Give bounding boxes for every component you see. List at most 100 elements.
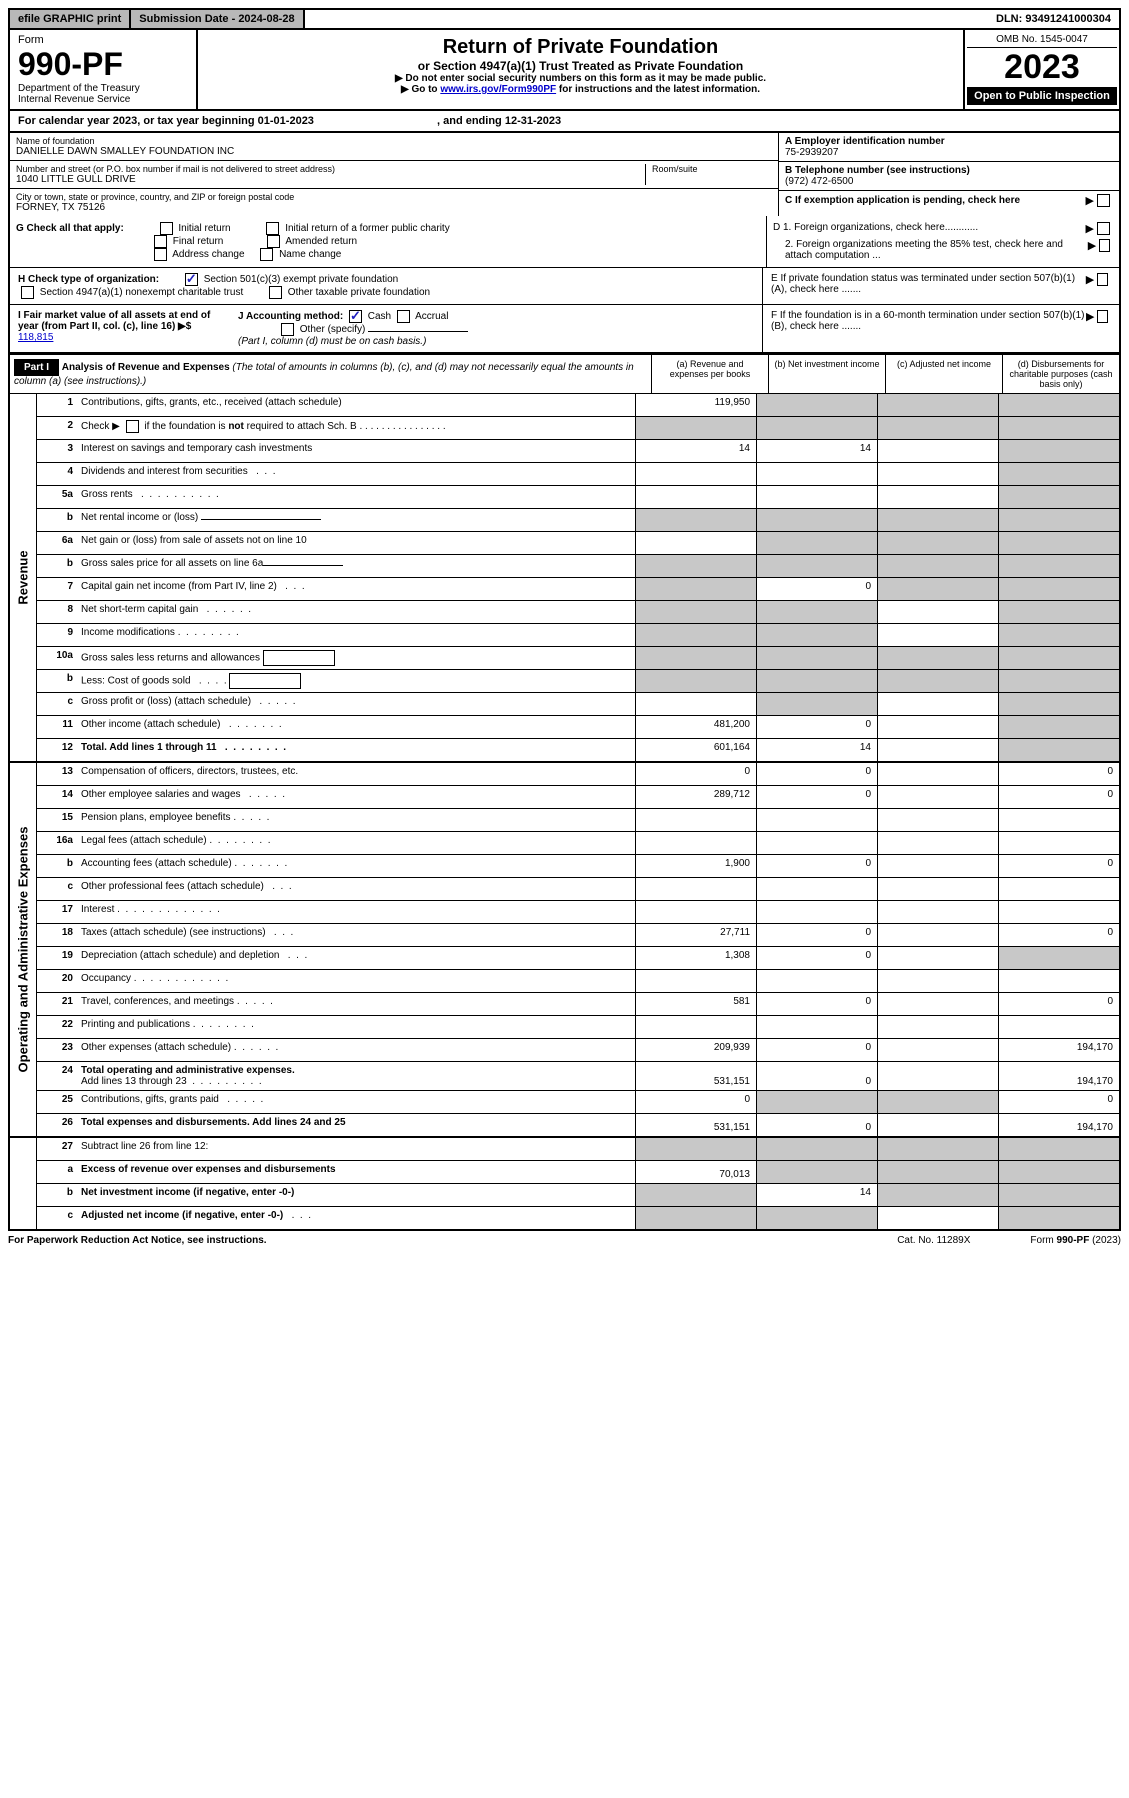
h-4947-checkbox[interactable] — [21, 286, 34, 299]
g-initial-checkbox[interactable] — [160, 222, 173, 235]
line-num: 21 — [37, 993, 77, 1015]
part1-desc: Part I Analysis of Revenue and Expenses … — [10, 355, 651, 393]
col-d — [998, 947, 1119, 969]
address-cell: Number and street (or P.O. box number if… — [10, 161, 778, 189]
col-d — [998, 1138, 1119, 1160]
col-d — [998, 832, 1119, 854]
col-a — [635, 624, 756, 646]
cal-mid: , and ending — [437, 115, 505, 127]
f-checkbox[interactable] — [1097, 310, 1108, 323]
col-b: 0 — [756, 1062, 877, 1090]
g-amended-checkbox[interactable] — [267, 235, 280, 248]
col-a: 119,950 — [635, 394, 756, 416]
col-b — [756, 1207, 877, 1229]
col-a: 209,939 — [635, 1039, 756, 1061]
col-a — [635, 417, 756, 439]
d1-checkbox[interactable] — [1097, 222, 1110, 235]
i-value[interactable]: 118,815 — [18, 332, 53, 343]
line-label: Check ▶ if the foundation is not require… — [77, 417, 635, 439]
line-num: 5a — [37, 486, 77, 508]
line-num: 8 — [37, 601, 77, 623]
col-a: 70,013 — [635, 1161, 756, 1183]
col-a — [635, 532, 756, 554]
col-a — [635, 670, 756, 692]
g-former-checkbox[interactable] — [266, 222, 279, 235]
j-accrual-checkbox[interactable] — [397, 310, 410, 323]
col-c — [877, 670, 998, 692]
h-opt2: Section 4947(a)(1) nonexempt charitable … — [40, 287, 243, 298]
line-num: 13 — [37, 763, 77, 785]
h-other-checkbox[interactable] — [269, 286, 282, 299]
h-label: H Check type of organization: — [18, 274, 159, 285]
col-b: 0 — [756, 716, 877, 738]
arrow-icon: ▶ — [1088, 239, 1096, 261]
revenue-lines: 1Contributions, gifts, grants, etc., rec… — [37, 394, 1119, 761]
line-num: a — [37, 1161, 77, 1183]
section-ij-f: I Fair market value of all assets at end… — [8, 305, 1121, 354]
g-final-checkbox[interactable] — [154, 235, 167, 248]
col-b: 0 — [756, 786, 877, 808]
f-label: F If the foundation is in a 60-month ter… — [771, 310, 1086, 332]
line-label: Compensation of officers, directors, tru… — [77, 763, 635, 785]
info-right: A Employer identification number 75-2939… — [779, 133, 1119, 216]
col-d — [998, 532, 1119, 554]
col-b — [756, 901, 877, 923]
cal-pre: For calendar year 2023, or tax year begi… — [18, 115, 258, 127]
col-c — [877, 601, 998, 623]
section-d: D 1. Foreign organizations, check here..… — [767, 216, 1119, 267]
d2-label: 2. Foreign organizations meeting the 85%… — [773, 239, 1088, 261]
line-label: Excess of revenue over expenses and disb… — [77, 1161, 635, 1183]
efile-print-button[interactable]: efile GRAPHIC print — [10, 10, 131, 28]
col-b — [756, 486, 877, 508]
g-address-checkbox[interactable] — [154, 248, 167, 261]
line-num: 3 — [37, 440, 77, 462]
j-cash-checkbox[interactable] — [349, 310, 362, 323]
exemption-checkbox[interactable] — [1097, 194, 1110, 207]
expenses-label: Operating and Administrative Expenses — [16, 827, 31, 1073]
col-b — [756, 509, 877, 531]
e-checkbox[interactable] — [1097, 273, 1108, 286]
form-year-block: OMB No. 1545-0047 2023 Open to Public In… — [963, 30, 1119, 109]
ein-cell: A Employer identification number 75-2939… — [779, 133, 1119, 162]
schb-checkbox[interactable] — [126, 420, 139, 433]
catalog-number: Cat. No. 11289X — [897, 1235, 970, 1246]
col-a: 0 — [635, 1091, 756, 1113]
line-label: Contributions, gifts, grants paid . . . … — [77, 1091, 635, 1113]
j-other-checkbox[interactable] — [281, 323, 294, 336]
h-opt1: Section 501(c)(3) exempt private foundat… — [204, 274, 399, 285]
col-a — [635, 693, 756, 715]
col-b — [756, 647, 877, 669]
form-number: 990-PF — [18, 46, 188, 83]
col-d: 0 — [998, 763, 1119, 785]
col-c — [877, 763, 998, 785]
page-footer: For Paperwork Reduction Act Notice, see … — [8, 1231, 1121, 1250]
h-501c3-checkbox[interactable] — [185, 273, 198, 286]
col-b — [756, 809, 877, 831]
col-b — [756, 601, 877, 623]
line-num: c — [37, 693, 77, 715]
revenue-table: Revenue 1Contributions, gifts, grants, e… — [8, 394, 1121, 763]
line-num: 7 — [37, 578, 77, 600]
form-instruction-1: ▶ Do not enter social security numbers o… — [204, 73, 957, 84]
col-c — [877, 970, 998, 992]
phone-label: B Telephone number (see instructions) — [785, 165, 1113, 176]
j-other: Other (specify) — [300, 324, 366, 335]
col-a: 1,900 — [635, 855, 756, 877]
cal-end: 12-31-2023 — [505, 115, 561, 127]
line-label: Subtract line 26 from line 12: — [77, 1138, 635, 1160]
d2-checkbox[interactable] — [1099, 239, 1110, 252]
col-b — [756, 463, 877, 485]
col-a: 531,151 — [635, 1114, 756, 1136]
col-c — [877, 878, 998, 900]
irs-form-link[interactable]: www.irs.gov/Form990PF — [440, 84, 556, 95]
line-label: Gross sales price for all assets on line… — [77, 555, 635, 577]
line-label: Travel, conferences, and meetings . . . … — [77, 993, 635, 1015]
line-label: Other employee salaries and wages . . . … — [77, 786, 635, 808]
g-name-checkbox[interactable] — [260, 248, 273, 261]
col-a: 531,151 — [635, 1062, 756, 1090]
col-c — [877, 647, 998, 669]
line-label: Gross rents . . . . . . . . . . — [77, 486, 635, 508]
col-b: 14 — [756, 1184, 877, 1206]
line-label: Total expenses and disbursements. Add li… — [77, 1114, 635, 1136]
section-e: E If private foundation status was termi… — [763, 268, 1119, 304]
